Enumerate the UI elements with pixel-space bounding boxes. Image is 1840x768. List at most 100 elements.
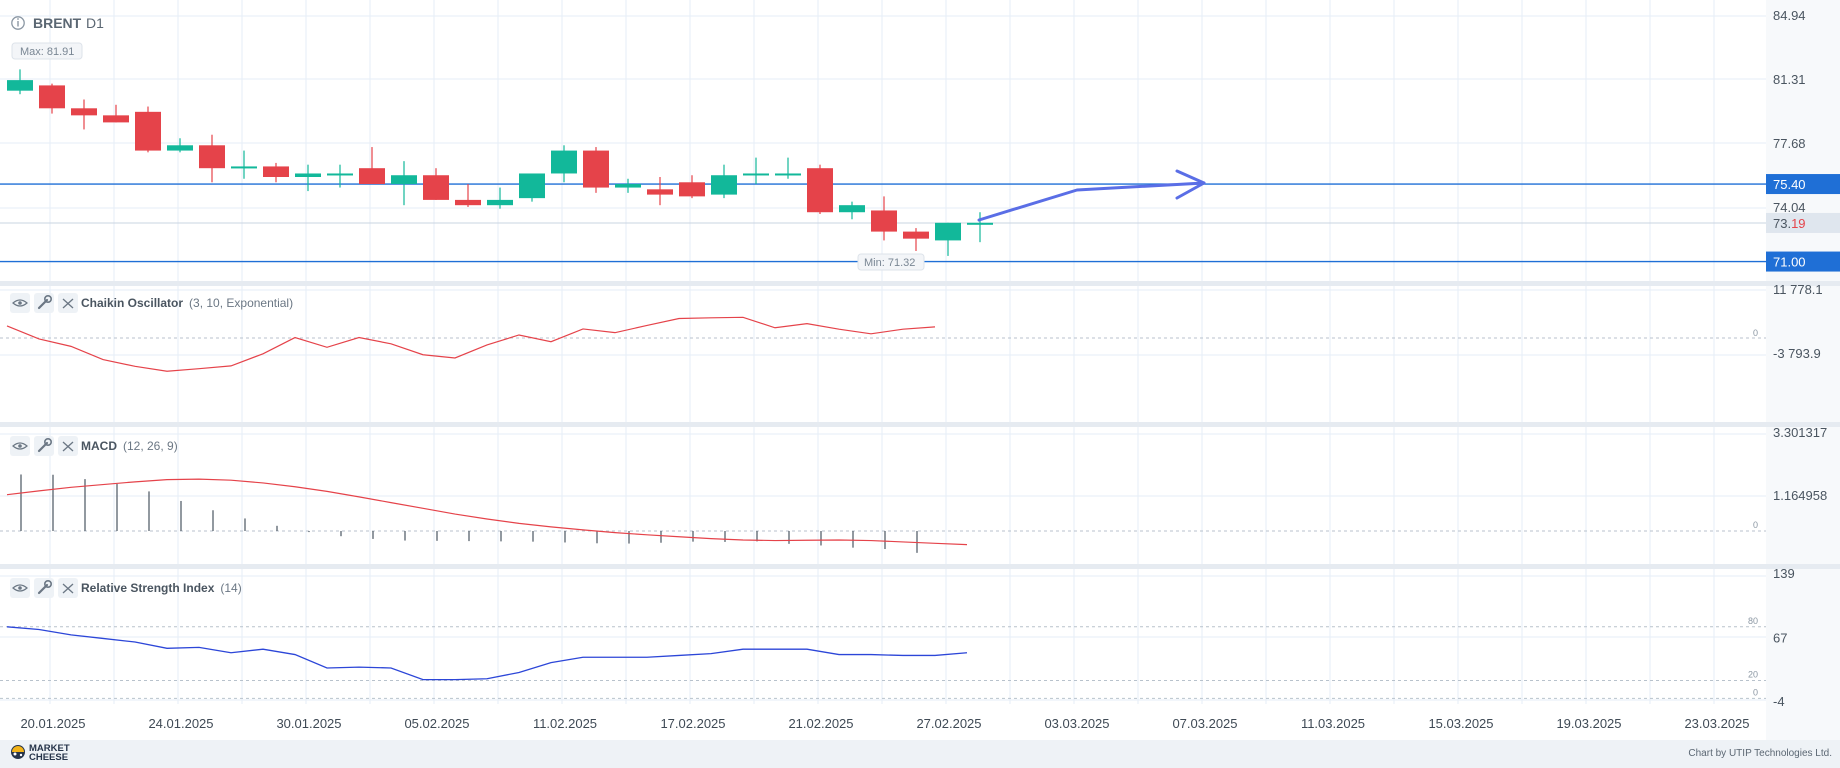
brand-line-2: CHEESE (29, 752, 68, 763)
max-price-tag: Max: 81.91 (11, 42, 83, 60)
wrench-icon[interactable] (34, 293, 54, 313)
candle-body (647, 189, 673, 195)
candle-body (167, 145, 193, 151)
candle-body (199, 145, 225, 169)
wrench-icon[interactable] (34, 436, 54, 456)
candle-body (263, 166, 289, 177)
info-icon[interactable] (11, 16, 25, 30)
date-tick-label: 23.03.2025 (1684, 716, 1749, 731)
chart-grid (0, 0, 1766, 704)
rsi-level-label: 80 (1748, 616, 1758, 626)
indicator-header: Chaikin Oscillator (3, 10, Exponential) (10, 293, 293, 313)
svg-text:73.19: 73.19 (1773, 216, 1806, 231)
candle[interactable] (487, 187, 513, 209)
wrench-icon[interactable] (34, 578, 54, 598)
candle[interactable] (743, 157, 769, 185)
candle[interactable] (263, 162, 289, 183)
candle-body (327, 173, 353, 176)
candle-body (7, 80, 33, 91)
chaikin-zero-label: 0 (1753, 328, 1758, 338)
forecast-arrow[interactable] (977, 169, 1206, 222)
candle-body (903, 231, 929, 239)
rsi-tick: -4 (1773, 694, 1785, 709)
candle[interactable] (231, 150, 257, 179)
candle[interactable] (39, 83, 65, 114)
date-axis: 20.01.2025 24.01.2025 30.01.2025 05.02.2025… (20, 716, 1749, 731)
svg-text:71.00: 71.00 (1773, 255, 1806, 270)
candle-body (871, 210, 897, 232)
candle-body (295, 173, 321, 177)
candle[interactable] (103, 104, 129, 123)
panel-separator (0, 422, 1840, 427)
symbol-header[interactable]: BRENT D1 (11, 15, 104, 31)
price-axis (1766, 0, 1840, 740)
candle-body (839, 205, 865, 213)
candle-body (103, 115, 129, 123)
candle[interactable] (71, 99, 97, 130)
indicator-title: Chaikin Oscillator (3, 10, Exponential) (81, 296, 293, 310)
candle[interactable] (967, 212, 993, 243)
date-tick-label: 15.03.2025 (1428, 716, 1493, 731)
candle-body (359, 168, 385, 185)
chaikin-tick: 11 778.1 (1773, 282, 1823, 297)
candle-body (679, 182, 705, 197)
rsi-level-label: 0 (1753, 687, 1758, 697)
date-tick-label: 05.02.2025 (404, 716, 469, 731)
indicator-headers: Chaikin Oscillator (3, 10, Exponential) MA… (10, 293, 293, 598)
chaikin-line (6, 316, 936, 372)
candle[interactable] (519, 173, 545, 202)
eye-icon[interactable] (10, 578, 30, 598)
chaikin-tick: -3 793.9 (1773, 346, 1821, 361)
eye-icon[interactable] (10, 293, 30, 313)
candle-body (519, 173, 545, 199)
close-icon[interactable] (58, 293, 78, 313)
candle[interactable] (7, 69, 33, 95)
candle[interactable] (711, 164, 737, 199)
eye-icon[interactable] (10, 436, 30, 456)
candle[interactable] (551, 145, 577, 183)
macd-zero-label: 0 (1753, 520, 1758, 530)
candle[interactable] (775, 157, 801, 179)
candle[interactable] (583, 147, 609, 193)
rsi-level-label: 20 (1748, 670, 1758, 680)
candle-body (39, 85, 65, 109)
indicator-title: MACD (12, 26, 9) (81, 439, 178, 453)
candle[interactable] (871, 196, 897, 241)
candle[interactable] (391, 161, 417, 206)
candle-body (231, 166, 257, 169)
candle-body (391, 175, 417, 185)
candle[interactable] (807, 164, 833, 214)
candle[interactable] (135, 106, 161, 153)
date-tick-label: 07.03.2025 (1172, 716, 1237, 731)
candle-body (423, 175, 449, 200)
candle[interactable] (935, 222, 961, 256)
candle[interactable] (295, 164, 321, 192)
candle[interactable] (903, 228, 929, 251)
candle[interactable] (679, 175, 705, 199)
candle-body (711, 175, 737, 195)
candle[interactable] (647, 176, 673, 206)
current-price-int: 73. (1773, 216, 1791, 231)
candle-body (967, 222, 993, 225)
candle[interactable] (455, 184, 481, 207)
svg-text:75.40: 75.40 (1773, 177, 1806, 192)
candle[interactable] (327, 164, 353, 188)
brand-logo[interactable]: MARKET CHEESE (11, 743, 70, 763)
candle[interactable] (839, 201, 865, 220)
candle[interactable] (359, 147, 385, 185)
panel-separator (0, 564, 1840, 569)
candle-body (775, 173, 801, 176)
candle-body (615, 184, 641, 188)
candle[interactable] (199, 134, 225, 183)
indicators-layer (0, 316, 1766, 699)
date-tick-label: 11.02.2025 (533, 716, 597, 731)
close-icon[interactable] (58, 578, 78, 598)
candle[interactable] (615, 178, 641, 193)
current-price-frac: 19 (1791, 216, 1805, 231)
candle-body (935, 222, 961, 241)
close-icon[interactable] (58, 436, 78, 456)
candle[interactable] (167, 138, 193, 153)
chart-credit[interactable]: Chart by UTIP Technologies Ltd. (1688, 748, 1832, 759)
candle[interactable] (423, 168, 449, 200)
